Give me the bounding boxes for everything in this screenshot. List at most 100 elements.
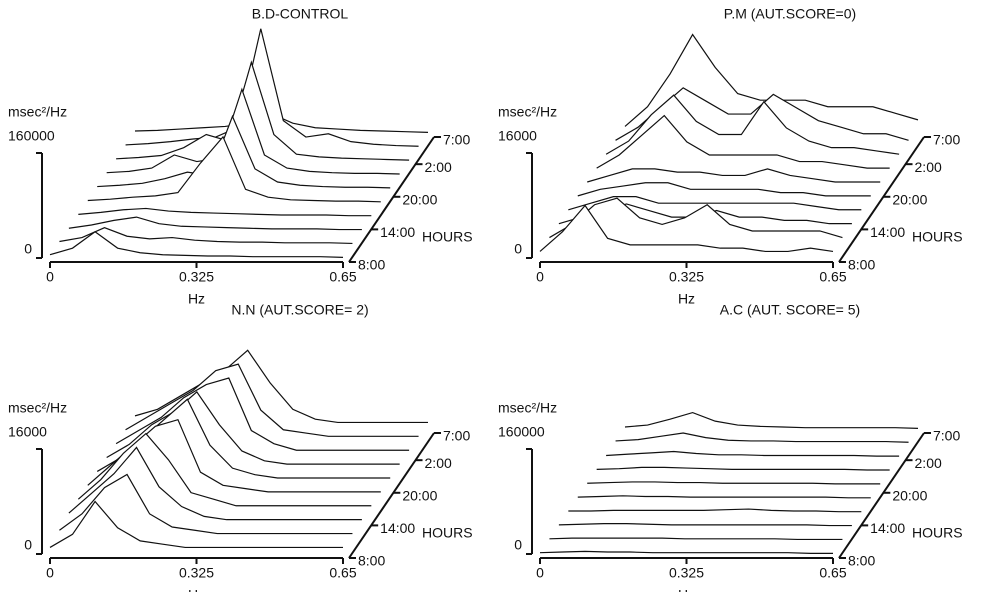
z-axis xyxy=(838,136,925,263)
z-tick-label: 20:00 xyxy=(402,487,437,503)
trace-mask xyxy=(549,198,843,249)
y-tick-label: 0 xyxy=(24,537,32,553)
spectrum-trace xyxy=(59,473,353,535)
spectrum-trace xyxy=(68,446,362,521)
y-axis-label: msec²/Hz xyxy=(498,400,557,416)
trace-mask xyxy=(97,116,391,193)
z-tick-label: 2:00 xyxy=(425,159,452,175)
z-tick-label: 7:00 xyxy=(443,428,470,444)
spectrum-trace xyxy=(125,363,419,437)
x-tick-label: 0 xyxy=(536,269,544,285)
spectrum-trace xyxy=(68,216,362,231)
trace-mask xyxy=(50,231,343,262)
z-tick-label: 14:00 xyxy=(870,224,905,240)
spectrum-trace xyxy=(549,537,843,541)
trace-mask xyxy=(549,538,843,545)
z-tick-label: 8:00 xyxy=(358,257,385,273)
z-tick-label: 7:00 xyxy=(933,132,960,148)
x-tick-label: 0.325 xyxy=(179,269,214,285)
trace-mask xyxy=(596,115,890,179)
panel-title: B.D-CONTROL xyxy=(252,6,349,22)
panel: B.D-CONTROL 0 160000 msec²/Hz 0 0.325 0.65 Hz 8:… xyxy=(8,6,473,307)
spectrum-trace xyxy=(87,135,381,203)
z-tick-label: 2:00 xyxy=(915,159,942,175)
z-tick-label: 8:00 xyxy=(358,553,385,569)
y-tick-label: 160000 xyxy=(8,128,55,144)
z-tick-label: 14:00 xyxy=(870,520,905,536)
z-axis xyxy=(348,136,435,263)
z-tick-label: 14:00 xyxy=(380,224,415,240)
panel: P.M (AUT.SCORE=0) 0 16000 msec²/Hz 0 0.325 0.6… xyxy=(498,6,963,307)
x-tick-label: 0.65 xyxy=(329,269,356,285)
z-axis-label: HOURS xyxy=(422,525,473,541)
spectrum-trace xyxy=(587,481,881,485)
z-axis xyxy=(348,432,435,559)
trace-mask xyxy=(78,208,372,221)
spectrum-trace xyxy=(596,466,890,471)
x-axis-label: Hz xyxy=(678,587,695,592)
z-axis-label: HOURS xyxy=(912,229,963,245)
spectrum-trace xyxy=(568,196,862,211)
trace-mask xyxy=(125,28,419,151)
y-tick-label: 16000 xyxy=(498,128,537,144)
spectrum-trace xyxy=(577,495,871,499)
x-tick-label: 0.325 xyxy=(669,565,704,581)
spectrum-trace xyxy=(577,182,871,197)
spectrum-trace xyxy=(115,377,410,451)
spectrum-trace xyxy=(568,508,862,513)
z-tick-label: 7:00 xyxy=(443,132,470,148)
spectrum-trace xyxy=(106,87,400,175)
trace-mask xyxy=(540,205,833,262)
trace-mask xyxy=(59,474,353,545)
spectrum-trace xyxy=(97,114,391,189)
trace-mask xyxy=(596,467,890,475)
z-axis-label: HOURS xyxy=(912,525,963,541)
x-tick-label: 0 xyxy=(536,565,544,581)
y-tick-label: 0 xyxy=(514,241,522,257)
spectrum-trace xyxy=(596,114,890,169)
y-tick-label: 0 xyxy=(514,537,522,553)
y-tick-label: 0 xyxy=(24,241,32,257)
spectrum-trace xyxy=(605,94,900,155)
z-tick-label: 20:00 xyxy=(892,191,927,207)
x-tick-label: 0.65 xyxy=(329,565,356,581)
trace-mask xyxy=(106,89,400,179)
z-axis xyxy=(838,432,925,559)
y-axis-label: msec²/Hz xyxy=(498,104,557,120)
spectrum-trace xyxy=(77,432,372,507)
z-tick-label: 2:00 xyxy=(425,455,452,471)
x-tick-label: 0.65 xyxy=(819,269,846,285)
spectrum-trace xyxy=(539,204,834,253)
y-tick-label: 16000 xyxy=(8,424,47,440)
z-tick-label: 7:00 xyxy=(933,428,960,444)
spectrum-trace xyxy=(49,231,344,258)
spectrum-trace xyxy=(539,550,833,554)
y-axis-label: msec²/Hz xyxy=(8,104,67,120)
x-tick-label: 0 xyxy=(46,565,54,581)
y-tick-label: 160000 xyxy=(498,424,545,440)
x-tick-label: 0.325 xyxy=(669,269,704,285)
spectrum-trace xyxy=(116,60,410,161)
panel-title: A.C (AUT. SCORE= 5) xyxy=(720,302,860,318)
spectrum-trace xyxy=(615,432,909,443)
spectrum-trace xyxy=(606,450,900,457)
z-tick-label: 8:00 xyxy=(848,553,875,569)
z-tick-label: 8:00 xyxy=(848,257,875,273)
spectrum-trace xyxy=(134,349,428,424)
z-tick-label: 20:00 xyxy=(892,487,927,503)
trace-mask xyxy=(625,412,918,433)
spectrum-trace xyxy=(106,391,400,465)
trace-mask xyxy=(50,501,343,558)
z-tick-label: 2:00 xyxy=(915,455,942,471)
trace-mask xyxy=(615,433,909,447)
y-axis-label: msec²/Hz xyxy=(8,400,67,416)
panel: N.N (AUT.SCORE= 2) 0 16000 msec²/Hz 0 0.325 0.… xyxy=(8,302,473,592)
trace-mask xyxy=(68,217,362,235)
x-axis-label: Hz xyxy=(678,291,695,307)
z-axis-label: HOURS xyxy=(422,229,473,245)
x-axis-label: Hz xyxy=(188,587,205,592)
z-tick-label: 14:00 xyxy=(380,520,415,536)
trace-mask xyxy=(606,451,900,461)
trace-mask xyxy=(116,62,410,165)
spectrum-trace xyxy=(587,168,881,183)
